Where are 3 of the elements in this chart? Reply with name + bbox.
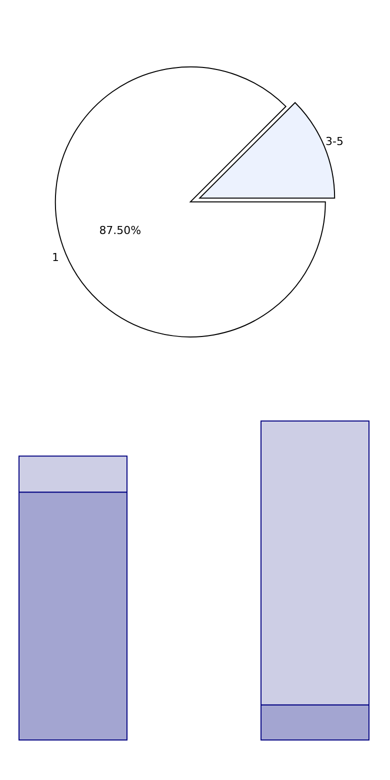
data-label: 87.50% (99, 224, 142, 238)
slice-label: 1 (52, 250, 59, 264)
slice-label: 3-5 (326, 135, 344, 148)
